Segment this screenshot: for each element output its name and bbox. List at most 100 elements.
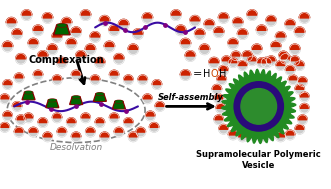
Circle shape (216, 104, 225, 113)
Wedge shape (61, 17, 72, 23)
Circle shape (85, 44, 96, 55)
Circle shape (28, 38, 38, 49)
Wedge shape (219, 125, 228, 129)
Circle shape (264, 101, 270, 107)
Circle shape (237, 29, 248, 39)
Circle shape (256, 103, 262, 110)
Wedge shape (228, 38, 238, 44)
Wedge shape (152, 80, 162, 84)
Wedge shape (295, 125, 305, 129)
Wedge shape (114, 127, 124, 132)
Circle shape (214, 115, 223, 125)
Circle shape (228, 130, 238, 140)
Circle shape (14, 73, 24, 83)
Circle shape (217, 75, 226, 84)
Circle shape (128, 132, 138, 142)
Wedge shape (257, 132, 266, 137)
Wedge shape (264, 106, 270, 109)
Circle shape (109, 25, 119, 36)
Circle shape (28, 127, 38, 137)
Wedge shape (124, 75, 133, 80)
Polygon shape (24, 93, 33, 99)
Circle shape (257, 25, 267, 36)
Wedge shape (47, 44, 58, 49)
Polygon shape (222, 69, 296, 143)
Circle shape (247, 10, 257, 20)
Wedge shape (290, 56, 300, 61)
Wedge shape (180, 70, 191, 75)
Circle shape (219, 125, 228, 134)
Circle shape (247, 130, 257, 140)
Polygon shape (113, 102, 125, 109)
Circle shape (300, 92, 309, 102)
Wedge shape (216, 104, 225, 108)
Wedge shape (285, 19, 295, 25)
Wedge shape (204, 19, 214, 25)
Wedge shape (275, 32, 286, 37)
Circle shape (66, 38, 76, 49)
Circle shape (228, 38, 238, 49)
Wedge shape (109, 25, 119, 30)
Wedge shape (299, 13, 309, 18)
Wedge shape (0, 94, 10, 99)
Circle shape (290, 44, 300, 55)
Wedge shape (300, 104, 309, 108)
Circle shape (228, 58, 238, 67)
Circle shape (16, 54, 26, 64)
Wedge shape (248, 107, 254, 110)
Text: O: O (210, 69, 218, 79)
Circle shape (266, 130, 276, 140)
Circle shape (146, 111, 155, 121)
Wedge shape (81, 113, 90, 118)
Circle shape (136, 127, 146, 137)
Circle shape (95, 118, 105, 127)
Circle shape (57, 127, 67, 137)
Circle shape (195, 29, 205, 39)
Circle shape (142, 13, 153, 23)
Wedge shape (12, 102, 22, 106)
Circle shape (0, 94, 10, 104)
Point (163, 23, 168, 26)
Wedge shape (38, 51, 48, 56)
Circle shape (271, 41, 281, 52)
Polygon shape (54, 25, 70, 35)
Circle shape (175, 25, 186, 36)
Circle shape (143, 94, 152, 104)
Circle shape (3, 111, 12, 121)
Wedge shape (214, 115, 223, 120)
Circle shape (180, 38, 191, 49)
Circle shape (266, 15, 276, 26)
Wedge shape (256, 103, 262, 106)
Circle shape (155, 102, 165, 111)
Circle shape (248, 107, 254, 113)
Circle shape (180, 70, 191, 80)
Circle shape (43, 132, 52, 142)
Ellipse shape (25, 92, 32, 93)
Wedge shape (28, 127, 38, 132)
Circle shape (47, 44, 58, 55)
Wedge shape (231, 51, 241, 56)
Wedge shape (3, 80, 12, 84)
Wedge shape (52, 32, 62, 37)
Wedge shape (252, 44, 262, 49)
Wedge shape (128, 132, 138, 137)
Circle shape (24, 113, 33, 122)
Circle shape (33, 70, 43, 80)
Circle shape (264, 106, 270, 112)
Circle shape (52, 32, 62, 42)
Circle shape (285, 19, 295, 30)
Polygon shape (70, 97, 82, 105)
Circle shape (266, 56, 276, 65)
Wedge shape (300, 92, 309, 97)
Text: Self-assembly: Self-assembly (158, 93, 224, 102)
Circle shape (12, 102, 22, 111)
Wedge shape (247, 56, 257, 61)
Wedge shape (138, 75, 147, 80)
Wedge shape (285, 130, 295, 135)
Wedge shape (85, 44, 96, 49)
Wedge shape (253, 112, 259, 115)
Circle shape (247, 56, 257, 65)
Ellipse shape (73, 96, 79, 98)
Circle shape (280, 54, 291, 64)
Ellipse shape (57, 24, 67, 27)
